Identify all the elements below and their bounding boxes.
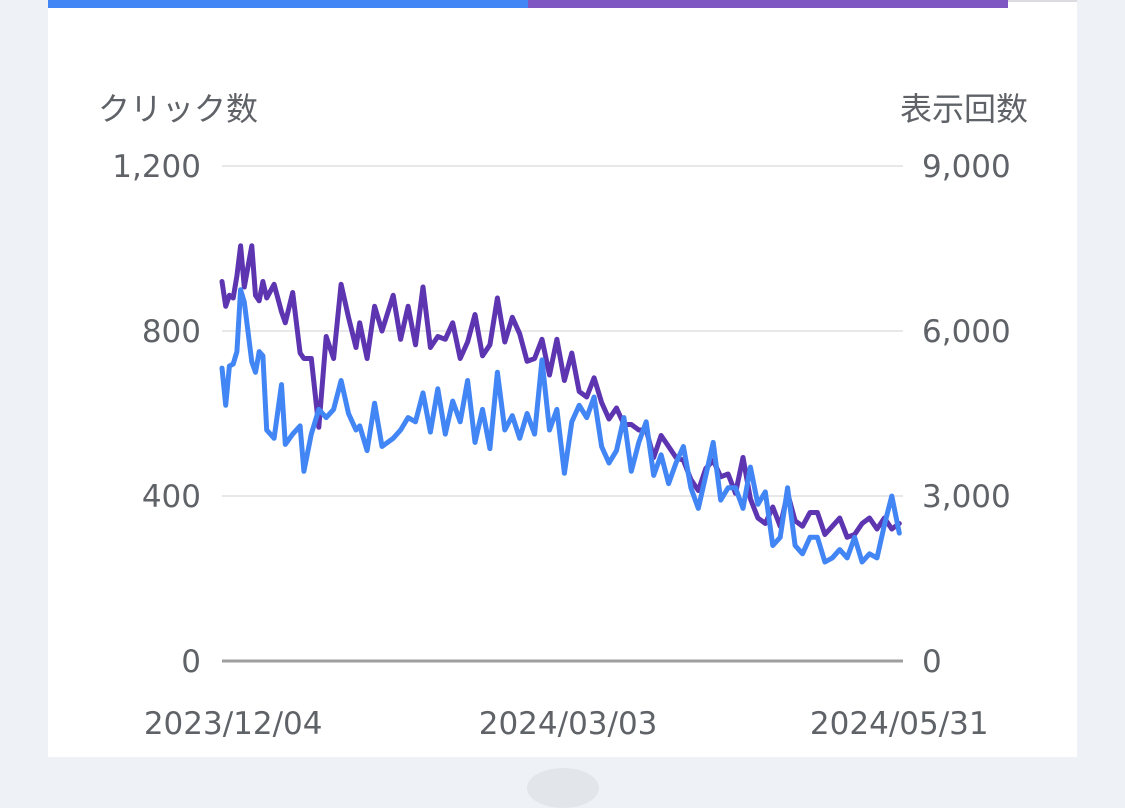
right-axis-title: 表示回数 xyxy=(900,90,1028,128)
chart-labels: 0 400 800 1,200 0 3,000 6,000 9,000 クリック数 表示回数 202… xyxy=(98,90,1028,742)
x-axis-tick-label: 2024/03/03 xyxy=(479,706,658,742)
right-axis-tick-label: 6,000 xyxy=(922,314,1011,350)
clicks-series-line xyxy=(219,287,902,565)
left-axis-tick-label: 400 xyxy=(142,479,201,515)
impressions-series-line xyxy=(219,243,902,540)
metric-tab-bar xyxy=(48,0,1077,8)
left-axis-title: クリック数 xyxy=(98,90,258,128)
left-axis-tick-label: 1,200 xyxy=(112,149,201,185)
chart-series xyxy=(219,243,902,565)
x-axis-tick-label: 2024/05/31 xyxy=(810,706,989,742)
right-axis-tick-label: 0 xyxy=(922,644,942,680)
x-axis-tick-label: 2023/12/04 xyxy=(144,706,323,742)
left-axis-tick-label: 0 xyxy=(181,644,201,680)
clicks-tab-indicator[interactable] xyxy=(48,0,528,8)
right-axis-tick-label: 9,000 xyxy=(922,149,1011,185)
performance-card: 0 400 800 1,200 0 3,000 6,000 9,000 クリック数 表示回数 202… xyxy=(48,0,1077,757)
left-axis-tick-label: 800 xyxy=(142,314,201,350)
performance-chart: 0 400 800 1,200 0 3,000 6,000 9,000 クリック数 表示回数 202… xyxy=(98,90,1028,742)
right-axis-tick-label: 3,000 xyxy=(922,479,1011,515)
impressions-tab-indicator[interactable] xyxy=(528,0,1008,8)
tab-bar-track xyxy=(1008,0,1077,8)
bottom-sheet-handle[interactable] xyxy=(527,768,599,808)
